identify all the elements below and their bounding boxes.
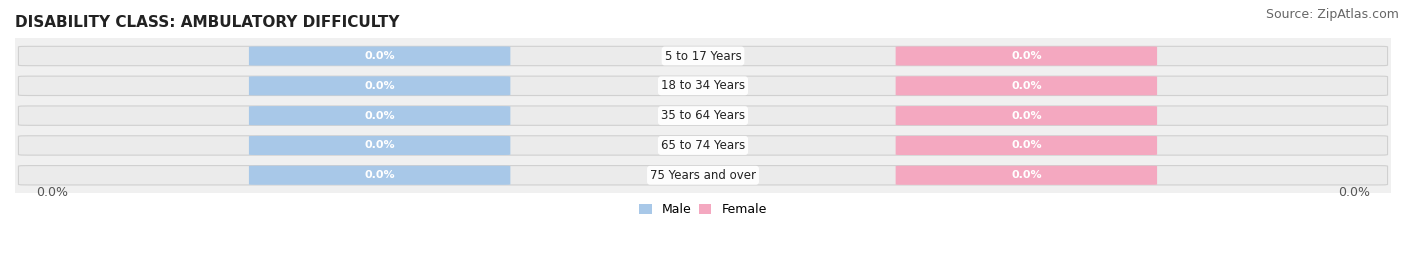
Text: 0.0%: 0.0% [1011,81,1042,91]
FancyBboxPatch shape [18,76,1388,95]
Text: 5 to 17 Years: 5 to 17 Years [665,49,741,62]
Text: 35 to 64 Years: 35 to 64 Years [661,109,745,122]
FancyBboxPatch shape [18,46,1388,66]
Text: 0.0%: 0.0% [35,186,67,199]
Text: 0.0%: 0.0% [1011,170,1042,180]
Text: Source: ZipAtlas.com: Source: ZipAtlas.com [1265,8,1399,21]
Legend: Male, Female: Male, Female [634,198,772,221]
FancyBboxPatch shape [896,136,1157,155]
Text: 0.0%: 0.0% [364,81,395,91]
FancyBboxPatch shape [896,47,1157,66]
Text: 0.0%: 0.0% [364,111,395,121]
FancyBboxPatch shape [249,136,510,155]
FancyBboxPatch shape [896,76,1157,95]
FancyBboxPatch shape [249,106,510,125]
Text: 75 Years and over: 75 Years and over [650,169,756,182]
FancyBboxPatch shape [249,47,510,66]
FancyBboxPatch shape [249,76,510,95]
Text: 18 to 34 Years: 18 to 34 Years [661,79,745,92]
FancyBboxPatch shape [896,166,1157,185]
FancyBboxPatch shape [18,136,1388,155]
Text: 0.0%: 0.0% [1011,111,1042,121]
Text: 0.0%: 0.0% [364,51,395,61]
FancyBboxPatch shape [18,166,1388,185]
Text: 0.0%: 0.0% [364,170,395,180]
Text: 0.0%: 0.0% [1011,51,1042,61]
Text: 0.0%: 0.0% [364,140,395,150]
Text: 65 to 74 Years: 65 to 74 Years [661,139,745,152]
FancyBboxPatch shape [896,106,1157,125]
FancyBboxPatch shape [249,166,510,185]
Text: 0.0%: 0.0% [1011,140,1042,150]
FancyBboxPatch shape [18,106,1388,125]
Text: DISABILITY CLASS: AMBULATORY DIFFICULTY: DISABILITY CLASS: AMBULATORY DIFFICULTY [15,15,399,30]
Text: 0.0%: 0.0% [1339,186,1371,199]
